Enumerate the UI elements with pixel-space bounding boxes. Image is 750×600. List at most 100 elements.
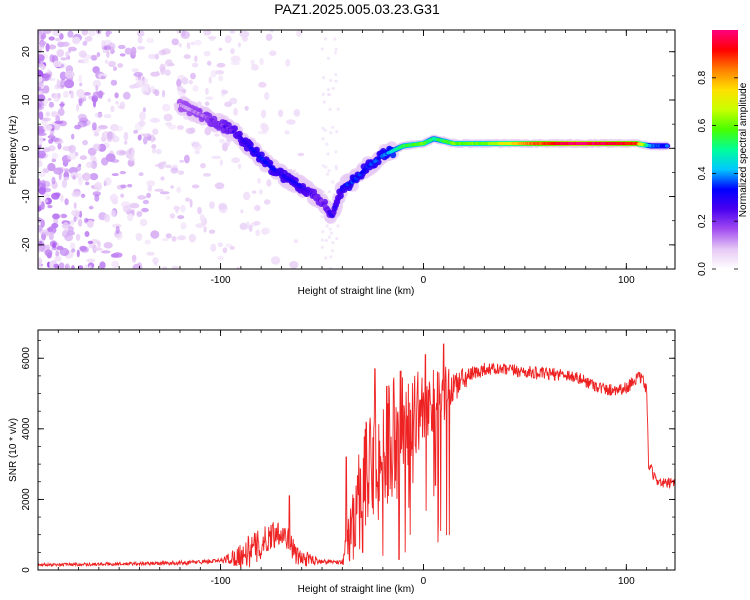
noise-blob [53, 167, 64, 175]
noise-blob [329, 255, 333, 259]
noise-blob [336, 107, 340, 111]
noise-blob [68, 144, 76, 154]
noise-blob [107, 98, 111, 103]
noise-blob [67, 153, 77, 161]
noise-blob [266, 179, 272, 187]
snr-series-line [38, 343, 675, 569]
noise-blob [104, 59, 109, 64]
noise-blob [101, 250, 111, 254]
noise-blob [180, 204, 186, 213]
noise-blob [320, 238, 324, 242]
noise-blob [54, 256, 62, 262]
noise-blob [326, 88, 330, 92]
noise-blob [176, 30, 181, 35]
noise-blob [108, 61, 117, 66]
noise-blob [334, 73, 338, 77]
snr-ylabel: SNR (10 * v/v) [8, 418, 19, 482]
noise-blob [284, 130, 290, 135]
noise-blob [127, 213, 134, 222]
noise-blob [203, 173, 211, 177]
noise-blob [327, 190, 332, 194]
noise-blob [67, 226, 74, 233]
colorbar-tick-label: 0.8 [697, 70, 708, 84]
noise-blob [324, 238, 328, 243]
noise-blob [286, 119, 296, 125]
noise-blob [68, 46, 77, 52]
spectrogram-y-tick-label: 20 [21, 46, 32, 58]
noise-blob [164, 164, 172, 169]
noise-blob [143, 90, 148, 95]
noise-blob [160, 176, 165, 181]
noise-blob [92, 66, 100, 74]
noise-blob [48, 44, 57, 50]
noise-blob [161, 48, 171, 55]
noise-blob [77, 265, 84, 269]
noise-blob [113, 66, 117, 71]
spectrogram-xlabel: Height of straight line (km) [298, 286, 415, 297]
noise-blob [53, 124, 57, 130]
noise-blob [142, 199, 149, 205]
noise-blob [296, 30, 302, 38]
noise-blob [76, 249, 80, 258]
colorbar-tick-label: 0.6 [697, 118, 708, 132]
noise-blob [207, 60, 212, 66]
noise-blob [38, 160, 43, 168]
noise-blob [72, 36, 81, 45]
noise-blob [100, 136, 107, 142]
noise-blob [120, 193, 125, 198]
noise-blob [208, 229, 216, 234]
noise-blob [251, 190, 257, 194]
noise-blob [131, 149, 135, 157]
noise-blob [82, 41, 88, 46]
noise-blob [61, 179, 68, 188]
snr-x-tick-label: 100 [618, 576, 635, 587]
noise-blob [323, 128, 327, 132]
noise-blob [133, 71, 143, 78]
noise-blob [336, 224, 340, 228]
spectrogram-y-tick-label: -20 [21, 237, 32, 252]
noise-blob [170, 167, 179, 174]
noise-blob [203, 30, 212, 36]
noise-blob [92, 122, 97, 131]
noise-blob [190, 72, 196, 80]
noise-blob [154, 53, 160, 60]
noise-blob [58, 262, 65, 269]
noise-blob [248, 224, 253, 232]
noise-blob [237, 163, 242, 170]
noise-blob [83, 264, 89, 269]
noise-blob [111, 260, 119, 269]
noise-blob [328, 227, 332, 231]
noise-blob [38, 54, 45, 62]
noise-blob [119, 171, 127, 175]
noise-blob [94, 194, 100, 202]
noise-blob [130, 46, 137, 56]
noise-blob [240, 209, 244, 214]
noise-blob [38, 150, 46, 159]
noise-blob [78, 98, 83, 107]
noise-blob [258, 81, 267, 88]
noise-blob [185, 127, 195, 135]
noise-blob [39, 41, 47, 45]
noise-blob [135, 232, 143, 242]
noise-blob [38, 224, 43, 232]
noise-blob [181, 30, 186, 37]
noise-blob [205, 96, 214, 101]
noise-blob [85, 161, 94, 169]
noise-blob [38, 238, 43, 242]
noise-blob [85, 181, 90, 186]
noise-blob [259, 189, 263, 195]
colorbar-gradient [712, 30, 738, 269]
noise-blob [38, 111, 44, 120]
noise-blob [261, 227, 271, 235]
noise-blob [329, 78, 333, 82]
figure-title: PAZ1.2025.005.03.23.G31 [274, 1, 440, 17]
noise-blob [176, 186, 182, 194]
noise-blob [260, 122, 268, 130]
noise-blob [230, 48, 235, 55]
noise-blob [180, 222, 187, 230]
noise-blob [325, 142, 329, 146]
noise-blob [217, 255, 225, 261]
ridge-core [339, 188, 344, 192]
noise-blob [38, 44, 44, 50]
